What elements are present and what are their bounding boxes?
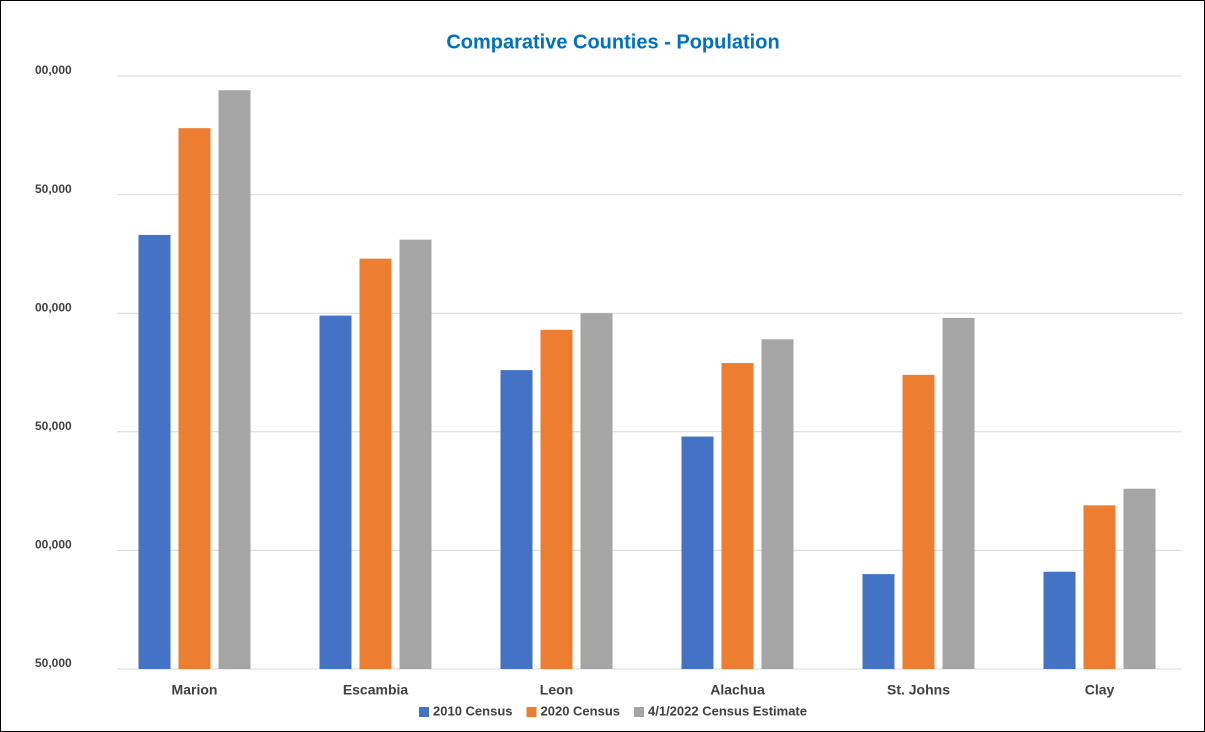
bar [761,339,794,669]
bar [681,436,714,669]
bar [359,258,392,669]
chart-title: Comparative Counties - Population [446,31,779,53]
legend-label: 2010 Census [433,703,513,718]
x-tick-label: Leon [540,682,573,698]
bar [721,363,754,669]
bar [1083,505,1116,669]
x-tick-label: Marion [172,682,218,698]
bar [1043,571,1076,669]
bar [399,239,432,669]
bar [580,313,613,669]
legend-swatch [634,707,645,717]
legend-swatch [419,707,430,717]
bar [862,574,895,669]
y-tick-label: 50,000 [35,419,72,433]
bar [178,128,211,669]
bar [500,370,533,669]
x-tick-label: Clay [1085,682,1115,698]
legend-swatch [526,707,537,717]
y-tick-label: 00,000 [35,63,72,77]
y-tick-label: 00,000 [35,538,72,552]
bar [319,315,352,669]
y-tick-label: 50,000 [35,182,72,196]
legend-label: 2020 Census [541,703,621,718]
bar [902,374,935,669]
y-tick-label: 00,000 [35,300,72,314]
legend-label: 4/1/2022 Census Estimate [648,703,807,718]
x-tick-label: Escambia [343,682,409,698]
bar [1123,488,1156,669]
y-tick-label: 50,000 [35,656,72,670]
bar [218,90,251,670]
x-tick-label: St. Johns [887,682,950,698]
bar [138,234,171,669]
bar [540,329,573,669]
x-tick-label: Alachua [710,682,765,698]
bar [942,317,975,669]
